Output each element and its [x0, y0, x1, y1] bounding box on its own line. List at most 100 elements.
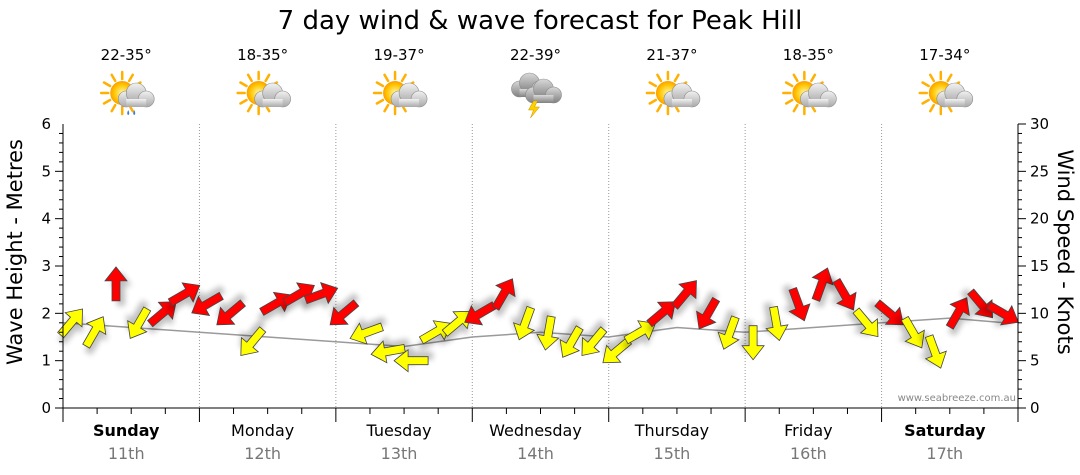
wind-arrow-shadow — [330, 292, 360, 318]
wind-arrow — [846, 307, 879, 338]
wind-arrow — [646, 301, 676, 334]
sun-rays — [372, 70, 418, 116]
wind-arrow-shadow — [646, 308, 675, 334]
day-name-label: Thursday — [634, 421, 709, 440]
wind-arrow-shape — [900, 315, 925, 349]
wind-arrow — [393, 344, 434, 373]
wind-arrow-shape — [581, 326, 608, 356]
wind-arrow-shadow — [240, 319, 266, 349]
sun-cloud-icon — [782, 70, 837, 116]
cloud-shape — [936, 82, 974, 108]
wind-arrow — [558, 319, 584, 358]
temperature-range: 18-35° — [783, 46, 834, 64]
wind-arrow-shape — [924, 334, 947, 369]
watermark: www.seabreeze.com.au — [898, 393, 1016, 404]
y-right-tick-label: 0 — [1030, 399, 1040, 417]
rain-drop — [133, 110, 136, 115]
y-left-tick-label: 4 — [41, 210, 51, 228]
sun-cloud-icon — [918, 70, 974, 116]
cloud-shape — [800, 82, 837, 108]
temperature-range: 22-35° — [101, 46, 152, 64]
day-forecast-headers: 22-35° 18-35° 19-37° 22-39° 21-37° 18-35° 17-3… — [99, 46, 974, 119]
day-forecast-saturday: 17-34° — [918, 46, 974, 116]
wind-arrow-shape — [559, 325, 584, 358]
day-forecast-tuesday: 19-37° — [372, 46, 428, 116]
wind-arrow — [370, 335, 410, 364]
day-name-label: Saturday — [904, 421, 986, 440]
wind-arrow-shape — [303, 282, 339, 305]
day-date-label: 11th — [108, 444, 145, 463]
day-date-label: 15th — [654, 444, 691, 463]
wind-arrow-shape — [741, 325, 765, 361]
wind-arrow — [737, 320, 765, 361]
wind-arrow — [760, 302, 789, 342]
lightning-bolt — [528, 100, 541, 119]
y-left-tick-label: 5 — [41, 162, 51, 180]
y-left-tick-label: 0 — [41, 399, 51, 417]
wind-arrow-shadow — [672, 287, 698, 317]
wind-arrow-shape — [717, 315, 740, 350]
wind-arrow — [82, 316, 108, 355]
day-date-label: 16th — [790, 444, 827, 463]
sun-cloud-icon — [236, 70, 291, 116]
wind-arrow-shape — [349, 322, 384, 345]
wind-arrow — [894, 314, 925, 349]
grid-lines — [198, 124, 883, 408]
cloud-shape — [254, 82, 291, 108]
wind-arrow-shape — [329, 299, 360, 326]
wind-arrow — [57, 308, 84, 345]
axes: 0 1 2 3 4 5 6 0 5 10 15 20 25 30 — [41, 115, 1049, 422]
y-left-tick-label: 1 — [41, 352, 51, 370]
y-right-tick-label: 25 — [1030, 162, 1049, 180]
wind-arrow-shape — [646, 301, 676, 328]
wind-arrow-shape — [696, 296, 721, 330]
wind-arrow-shape — [512, 305, 536, 341]
wind-arrow-shape — [167, 282, 201, 307]
rain-drop — [127, 110, 130, 115]
day-name-label: Sunday — [93, 421, 160, 440]
wind-arrow-shadow — [58, 316, 84, 345]
wind-arrow-shape — [986, 301, 1019, 326]
wind-arrows-series — [57, 266, 1019, 373]
wind-arrow-shadow — [846, 307, 871, 336]
wind-arrow — [694, 290, 721, 330]
day-forecast-wednesday: 22-39° — [510, 46, 562, 119]
sun-cloud-icon — [645, 70, 701, 116]
y-right-tick-label: 15 — [1030, 257, 1049, 275]
temperature-range: 19-37° — [374, 46, 425, 64]
sun-rays — [782, 70, 827, 116]
day-forecast-friday: 18-35° — [782, 46, 837, 116]
y-left-tick-label: 2 — [41, 304, 51, 322]
wind-arrow-shadow — [960, 288, 986, 318]
wind-arrow-shape — [216, 299, 246, 326]
wind-arrow-shape — [127, 306, 152, 339]
wind-arrow-shape — [765, 305, 789, 342]
cloud-shape — [663, 82, 701, 108]
wind-arrow — [216, 292, 247, 326]
wind-arrow — [980, 301, 1019, 327]
day-forecast-thursday: 21-37° — [645, 46, 701, 116]
wind-arrow — [240, 319, 267, 356]
wind-arrow-shape — [104, 266, 128, 302]
wind-arrow-shadow — [581, 319, 607, 349]
wind-arrow-shape — [57, 308, 83, 339]
wind-arrow-shape — [191, 291, 224, 316]
cloud-shape — [390, 82, 428, 108]
wind-arrow-shape — [852, 307, 879, 338]
wind-arrow-shadow — [217, 292, 247, 318]
wind-arrow-shape — [788, 286, 811, 322]
wind-arrow-shape — [832, 277, 857, 311]
wind-arrow — [670, 280, 698, 317]
day-date-label: 13th — [381, 444, 418, 463]
wind-arrow — [104, 266, 132, 306]
y-right-tick-label: 20 — [1030, 210, 1049, 228]
cloud-shape — [525, 78, 562, 104]
wind-arrow — [191, 285, 226, 316]
wind-arrow-shape — [670, 280, 697, 310]
y-axis-right-title: Wind Speed - Knots — [1053, 149, 1077, 354]
wind-arrow — [125, 300, 152, 339]
y-axis-left-title: Wave Height - Metres — [3, 139, 27, 365]
temperature-range: 18-35° — [237, 46, 288, 64]
wind-arrow-shape — [82, 316, 107, 349]
